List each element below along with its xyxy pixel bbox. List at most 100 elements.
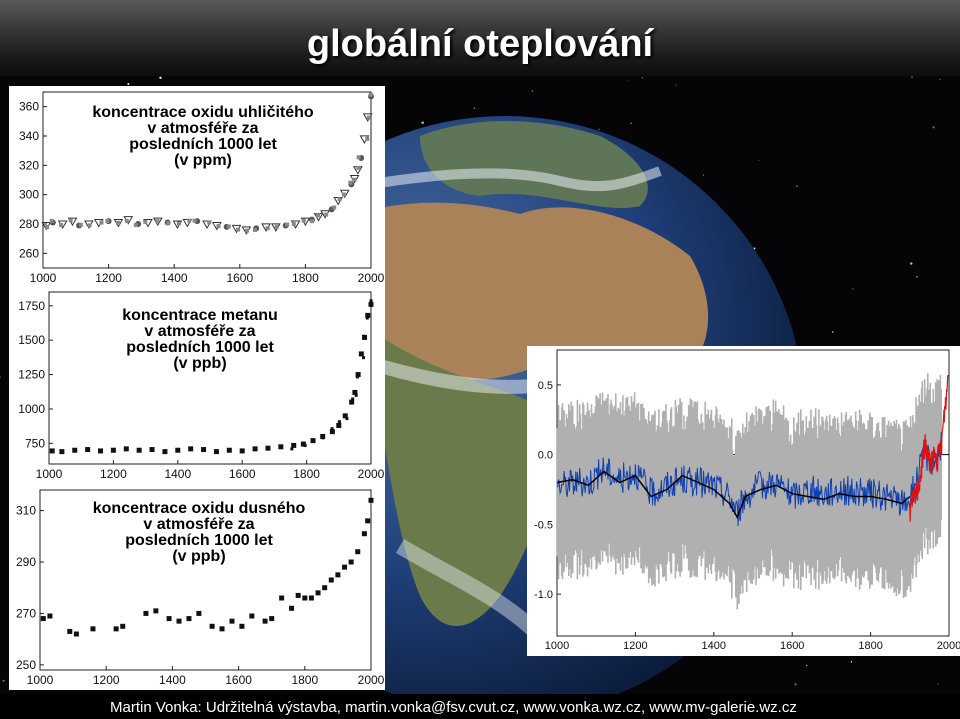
data-marker xyxy=(279,595,285,601)
data-marker xyxy=(335,572,341,578)
co2-chart-panel: 1000 1200 1400 1600 1800 2000 260 280 300 320 340 3… xyxy=(9,86,385,286)
data-marker xyxy=(253,227,258,232)
x-tick-label: 1800 xyxy=(293,467,320,481)
star xyxy=(702,174,705,176)
cloud-band xyxy=(395,539,546,642)
star xyxy=(675,84,677,86)
y-tick-label: 320 xyxy=(19,158,39,172)
plot-frame xyxy=(39,489,372,671)
y-tick-label: 340 xyxy=(19,129,39,143)
data-marker xyxy=(116,220,121,225)
x-tick-label: 2000 xyxy=(937,640,960,652)
x-tick-label: 1600 xyxy=(225,673,252,687)
temperature-chart-panel: 1000 1200 1400 1600 1800 2000 -1.0 -0.5 0.0 0.5 xyxy=(527,346,960,656)
footer-bar xyxy=(0,694,960,719)
star xyxy=(630,122,632,125)
data-marker xyxy=(336,422,342,428)
n2o-chart-panel: 1000 1200 1400 1600 1800 2000 250 270 290 310 konc… xyxy=(9,484,385,690)
data-marker xyxy=(295,592,301,598)
data-marker xyxy=(175,447,181,453)
data-marker xyxy=(201,447,207,453)
star xyxy=(911,76,913,78)
data-marker xyxy=(332,205,337,210)
y-tick-label: 300 xyxy=(19,188,39,202)
star xyxy=(641,77,643,79)
data-marker xyxy=(68,218,73,223)
data-marker xyxy=(349,399,355,405)
chart-title-line: (v ppb) xyxy=(173,355,226,372)
uncertainty-band xyxy=(556,373,942,610)
y-tick-label: 280 xyxy=(19,217,39,231)
data-marker xyxy=(321,436,325,440)
chart-title-line: koncentrace oxidu dusného xyxy=(93,500,306,517)
star xyxy=(794,683,797,686)
data-marker xyxy=(236,227,241,232)
data-marker xyxy=(133,223,138,228)
chart-title-line: v atmosféře za xyxy=(143,516,254,533)
y-tick-label: 1500 xyxy=(18,333,45,347)
x-tick-label: 1200 xyxy=(93,673,120,687)
data-marker xyxy=(365,312,371,318)
data-marker xyxy=(308,595,314,601)
methane-chart: 1000 1200 1400 1600 1800 2000 750 1000 1250 1500 1… xyxy=(18,291,385,481)
data-marker xyxy=(302,595,308,601)
methane-chart-panel: 1000 1200 1400 1600 1800 2000 750 1000 1250 1500 1… xyxy=(9,286,385,484)
data-marker xyxy=(49,448,55,454)
data-marker xyxy=(40,616,46,622)
data-marker xyxy=(85,447,91,453)
data-marker xyxy=(278,444,284,450)
data-marker xyxy=(342,564,348,570)
data-marker xyxy=(182,219,193,228)
star xyxy=(531,90,534,92)
data-marker xyxy=(289,605,295,611)
footer-credits: Martin Vonka: Udržitelná výstavba, marti… xyxy=(110,699,797,716)
star xyxy=(473,107,475,109)
data-marker xyxy=(78,222,83,227)
y-tick-label: 360 xyxy=(19,100,39,114)
star xyxy=(939,78,941,80)
data-marker xyxy=(362,334,366,338)
star xyxy=(850,661,853,663)
data-marker xyxy=(310,219,315,224)
y-tick-label: 270 xyxy=(16,606,36,620)
data-marker xyxy=(192,218,197,223)
africa-arabia-land xyxy=(350,202,709,383)
title-bar xyxy=(0,0,960,76)
data-marker xyxy=(265,226,270,231)
data-marker xyxy=(176,618,182,624)
data-marker xyxy=(209,623,215,629)
star xyxy=(832,331,834,333)
data-marker xyxy=(330,427,334,431)
data-marker xyxy=(315,213,320,218)
star xyxy=(159,76,162,79)
x-tick-label: 1600 xyxy=(780,640,804,652)
data-marker xyxy=(328,577,334,583)
x-tick-label: 2000 xyxy=(358,673,385,687)
chart-title-line: koncentrace oxidu uhličitého xyxy=(92,104,314,121)
data-marker xyxy=(244,228,249,233)
x-tick-label: 1000 xyxy=(30,271,57,285)
data-marker xyxy=(99,220,104,225)
data-marker xyxy=(45,225,50,230)
plot-frame xyxy=(48,291,372,465)
data-marker xyxy=(188,446,194,452)
data-marker xyxy=(73,631,79,637)
data-marker xyxy=(354,393,358,397)
africa-south-land xyxy=(380,336,548,626)
data-marker xyxy=(226,224,231,229)
instrumental-series-line xyxy=(909,375,949,522)
x-tick-label: 1600 xyxy=(229,467,256,481)
data-marker xyxy=(324,212,329,217)
x-tick-label: 1800 xyxy=(292,271,319,285)
y-tick-label: 750 xyxy=(25,436,45,450)
chart-title-line: v atmosféře za xyxy=(147,120,258,137)
data-marker xyxy=(269,616,275,622)
data-marker xyxy=(187,218,192,223)
x-tick-label: 1600 xyxy=(226,271,253,285)
data-marker xyxy=(365,136,370,141)
star xyxy=(758,159,760,161)
data-marker xyxy=(315,590,321,596)
data-marker xyxy=(47,613,53,619)
x-tick-label: 1800 xyxy=(291,673,318,687)
chart-title-line: posledních 1000 let xyxy=(125,532,273,549)
